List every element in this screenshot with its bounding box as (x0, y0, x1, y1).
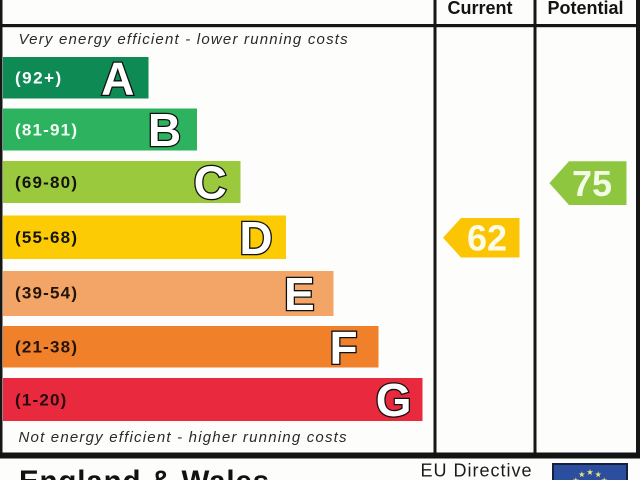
svg-text:(39-54): (39-54) (15, 283, 78, 302)
svg-text:(92+): (92+) (15, 68, 63, 87)
svg-text:F: F (329, 321, 357, 373)
svg-text:C: C (194, 157, 227, 209)
svg-text:Very energy efficient - lower: Very energy efficient - lower running co… (19, 31, 349, 48)
svg-text:75: 75 (572, 163, 612, 204)
svg-text:Potential: Potential (547, 0, 623, 18)
svg-text:(21-38): (21-38) (15, 338, 78, 357)
svg-text:(55-68): (55-68) (15, 228, 78, 247)
svg-text:(81-91): (81-91) (15, 120, 78, 139)
svg-text:G: G (376, 374, 412, 426)
svg-text:B: B (148, 104, 181, 156)
svg-text:E: E (284, 268, 315, 320)
svg-text:(69-80): (69-80) (15, 173, 78, 192)
svg-text:(1-20): (1-20) (15, 390, 68, 409)
svg-text:A: A (101, 52, 134, 104)
svg-text:D: D (239, 212, 272, 264)
svg-text:62: 62 (467, 218, 507, 259)
svg-text:Not energy efficient - higher: Not energy efficient - higher running co… (19, 429, 348, 446)
svg-text:England & Wales: England & Wales (19, 465, 270, 480)
svg-text:Current: Current (447, 0, 512, 18)
svg-text:EU Directive: EU Directive (421, 461, 533, 481)
